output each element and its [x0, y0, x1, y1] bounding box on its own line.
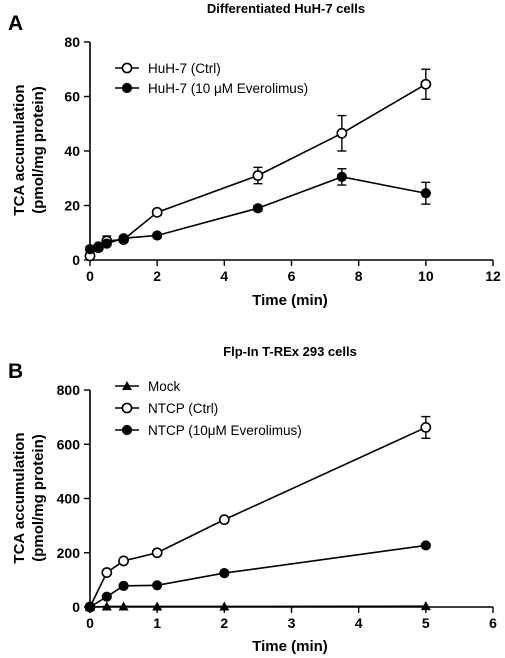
data-point [84, 601, 96, 613]
legend-marker [122, 381, 132, 390]
data-point [101, 591, 112, 602]
legend-label: NTCP (Ctrl) [148, 401, 218, 416]
data-point [420, 422, 432, 433]
x-tick-label: 12 [485, 268, 501, 284]
y-tick-label: 0 [72, 599, 80, 615]
x-tick-label: 2 [220, 615, 228, 631]
legend-marker [121, 82, 133, 94]
plot-area: 0 2 4 6 8 10 12 0 20 40 60 80 HuH-7 (Ctrl) HuH-7 (10 … [64, 34, 501, 284]
data-point [152, 230, 163, 241]
data-point [101, 567, 113, 578]
data-point [252, 170, 264, 181]
x-tick-label: 6 [288, 268, 296, 284]
y-axis-label-line1: TCA accumulation [11, 432, 28, 563]
series-line [89, 426, 427, 608]
data-point [152, 601, 163, 611]
data-point [93, 241, 104, 252]
x-tick-label: 6 [489, 615, 497, 631]
panel-b: B Flp-In T-REx 293 cells Time (min) TCA … [8, 344, 497, 655]
y-tick-label: 400 [57, 491, 81, 507]
data-point [118, 580, 129, 591]
y-axis-label-line2: (pmol/mg protein) [30, 434, 47, 562]
y-tick-label: 600 [57, 436, 81, 452]
data-point [118, 555, 129, 567]
panel-label: B [8, 360, 23, 383]
plot-area: 0 1 2 3 4 5 6 0 200 400 600 800 Mock NTCP (Ctrl) NTCP … [57, 379, 497, 631]
x-tick-label: 0 [86, 615, 94, 631]
data-point [151, 547, 163, 559]
legend-marker [121, 402, 133, 414]
y-tick-label: 200 [57, 545, 81, 561]
data-point [420, 540, 431, 551]
panel-a: A Differentiated HuH-7 cells Time (min) … [8, 1, 501, 309]
data-point [420, 188, 431, 199]
y-tick-label: 800 [57, 382, 81, 398]
y-tick-label: 0 [72, 252, 80, 268]
data-point [252, 203, 264, 214]
y-tick-label: 80 [64, 34, 80, 50]
data-point [118, 601, 129, 611]
data-point [219, 601, 230, 611]
x-tick-label: 4 [355, 615, 363, 631]
data-point [420, 601, 431, 611]
x-tick-label: 5 [422, 615, 430, 631]
x-tick-label: 8 [355, 268, 363, 284]
x-axis-label: Time (min) [252, 292, 328, 309]
series-line [89, 605, 426, 608]
data-point [336, 127, 348, 139]
legend-label: Mock [148, 379, 181, 394]
x-tick-label: 1 [153, 615, 161, 631]
chart-title: Flp-In T-REx 293 cells [223, 344, 357, 359]
panel-label: A [8, 12, 23, 35]
x-tick-label: 10 [418, 268, 434, 284]
x-axis-label: Time (min) [252, 638, 328, 655]
data-point [101, 238, 112, 249]
chart-title: Differentiated HuH-7 cells [207, 1, 365, 16]
y-tick-label: 60 [64, 89, 80, 105]
legend-marker [121, 424, 133, 436]
data-point [336, 171, 347, 182]
series-line [89, 544, 426, 608]
x-tick-label: 3 [288, 615, 296, 631]
data-point [420, 78, 432, 90]
y-tick-label: 40 [64, 143, 80, 159]
x-tick-label: 2 [153, 268, 161, 284]
data-point [219, 567, 230, 579]
y-axis-label-line1: TCA accumulation [11, 84, 28, 215]
data-point [101, 601, 112, 611]
legend-label: HuH-7 (10 μM Everolimus) [148, 81, 308, 96]
x-tick-label: 4 [220, 268, 228, 284]
legend-label: NTCP (10μM Everolimus) [148, 423, 302, 438]
data-point [151, 206, 163, 218]
data-point [84, 244, 96, 255]
legend-label: HuH-7 (Ctrl) [148, 61, 221, 76]
y-axis-label-line2: (pmol/mg protein) [30, 86, 47, 214]
legend-marker [121, 62, 133, 74]
x-tick-label: 0 [86, 268, 94, 284]
y-tick-label: 20 [64, 198, 80, 214]
data-point [218, 514, 230, 526]
data-point [118, 233, 129, 244]
data-point [152, 580, 163, 591]
